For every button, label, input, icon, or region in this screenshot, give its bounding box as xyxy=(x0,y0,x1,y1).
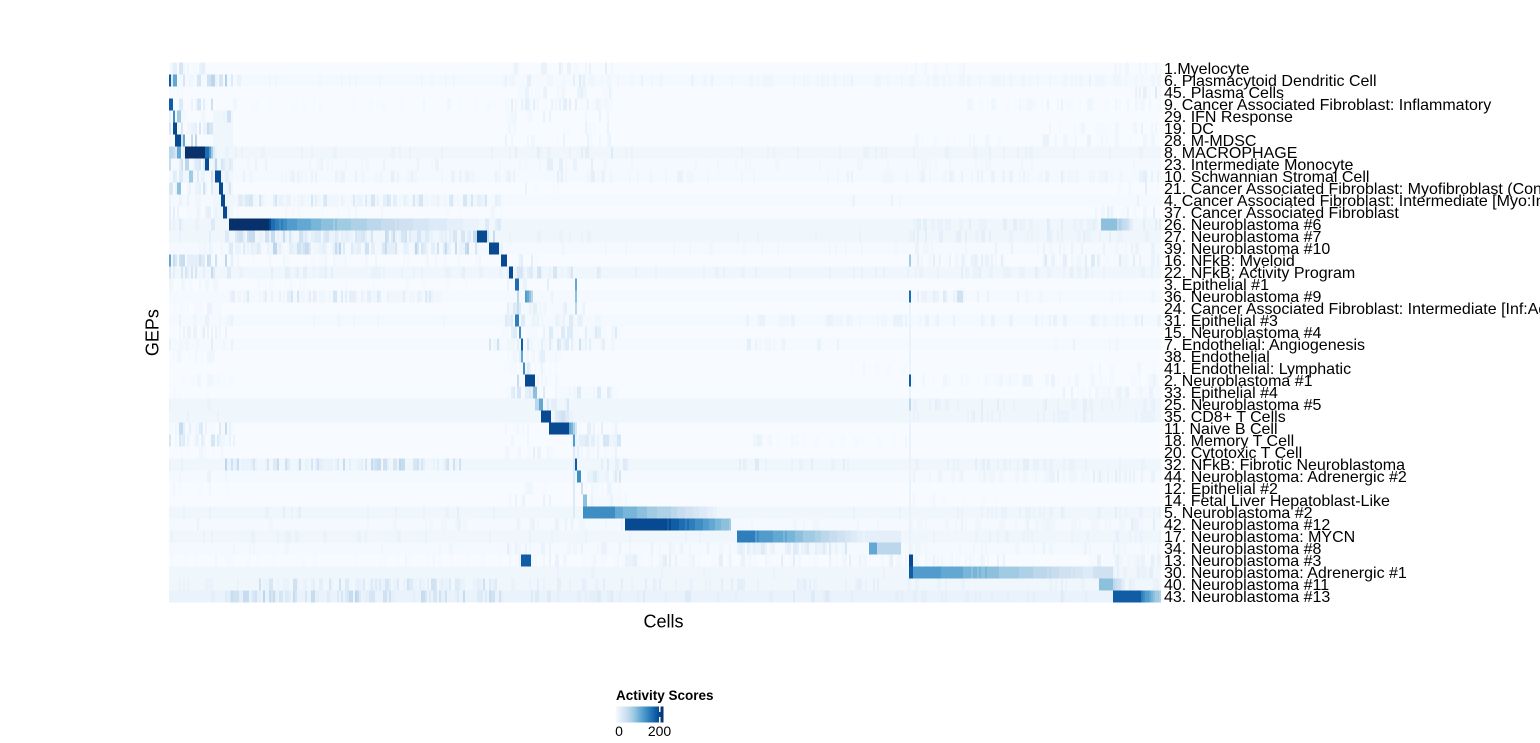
svg-text:4. Cancer Associated Fibroblas: 4. Cancer Associated Fibroblast: Interme… xyxy=(1164,193,1540,210)
svg-text:30. Neuroblastoma: Adrenergic: 30. Neuroblastoma: Adrenergic #1 xyxy=(1164,565,1407,582)
svg-text:22. NFkB: Activity Program: 22. NFkB: Activity Program xyxy=(1164,265,1355,282)
svg-text:27. Neuroblastoma #7: 27. Neuroblastoma #7 xyxy=(1164,229,1322,246)
svg-text:31. Epithelial #3: 31. Epithelial #3 xyxy=(1164,313,1278,330)
svg-text:23. Intermediate Monocyte: 23. Intermediate Monocyte xyxy=(1164,157,1354,174)
svg-text:11. Naive B Cell: 11. Naive B Cell xyxy=(1164,421,1278,438)
svg-text:5. Neuroblastoma #2: 5. Neuroblastoma #2 xyxy=(1164,505,1313,522)
svg-text:7. Endothelial: Angiogenesis: 7. Endothelial: Angiogenesis xyxy=(1164,337,1365,354)
svg-text:25. Neuroblastoma #5: 25. Neuroblastoma #5 xyxy=(1164,397,1322,414)
svg-text:20. Cytotoxic T Cell: 20. Cytotoxic T Cell xyxy=(1164,445,1302,462)
svg-text:42. Neuroblastoma #12: 42. Neuroblastoma #12 xyxy=(1164,517,1330,534)
svg-text:Activity Scores: Activity Scores xyxy=(616,688,714,703)
svg-text:15. Neuroblastoma #4: 15. Neuroblastoma #4 xyxy=(1164,325,1322,342)
svg-text:18. Memory T Cell: 18. Memory T Cell xyxy=(1164,433,1294,450)
svg-text:40. Neuroblastoma #11: 40. Neuroblastoma #11 xyxy=(1164,577,1329,594)
svg-text:33. Epithelial #4: 33. Epithelial #4 xyxy=(1164,385,1278,402)
svg-text:13. Neuroblastoma #3: 13. Neuroblastoma #3 xyxy=(1164,553,1322,570)
svg-text:200: 200 xyxy=(648,723,672,739)
svg-text:6. Plasmacytoid Dendritic Cell: 6. Plasmacytoid Dendritic Cell xyxy=(1164,73,1377,90)
svg-text:12. Epithelial #2: 12. Epithelial #2 xyxy=(1164,481,1278,498)
svg-text:28. M-MDSC: 28. M-MDSC xyxy=(1164,133,1256,150)
svg-text:24. Cancer Associated Fibrobla: 24. Cancer Associated Fibroblast: Interm… xyxy=(1164,301,1540,318)
svg-text:19. DC: 19. DC xyxy=(1164,121,1214,138)
svg-text:9. Cancer Associated Fibroblas: 9. Cancer Associated Fibroblast: Inflamm… xyxy=(1164,97,1491,114)
svg-text:45. Plasma Cells: 45. Plasma Cells xyxy=(1164,85,1284,102)
svg-text:16. NFkB: Myeloid: 16. NFkB: Myeloid xyxy=(1164,253,1295,270)
svg-text:0: 0 xyxy=(615,723,623,739)
svg-text:8. MACROPHAGE: 8. MACROPHAGE xyxy=(1164,145,1297,162)
svg-text:38. Endothelial: 38. Endothelial xyxy=(1164,349,1270,366)
svg-text:41. Endothelial: Lymphatic: 41. Endothelial: Lymphatic xyxy=(1164,361,1351,378)
svg-text:26. Neuroblastoma #6: 26. Neuroblastoma #6 xyxy=(1164,217,1322,234)
svg-text:GEPs: GEPs xyxy=(142,309,162,356)
svg-text:32. NFkB: Fibrotic Neuroblasto: 32. NFkB: Fibrotic Neuroblastoma xyxy=(1164,457,1405,474)
svg-text:29. IFN Response: 29. IFN Response xyxy=(1164,109,1293,126)
svg-text:36. Neuroblastoma #9: 36. Neuroblastoma #9 xyxy=(1164,289,1322,306)
svg-text:17. Neuroblastoma: MYCN: 17. Neuroblastoma: MYCN xyxy=(1164,529,1355,546)
svg-text:14. Fetal Liver Hepatoblast-Li: 14. Fetal Liver Hepatoblast-Like xyxy=(1164,493,1390,510)
svg-text:1.Myelocyte: 1.Myelocyte xyxy=(1164,61,1249,78)
svg-text:21. Cancer Associated Fibrobla: 21. Cancer Associated Fibroblast: Myofib… xyxy=(1164,181,1540,198)
svg-text:43. Neuroblastoma #13: 43. Neuroblastoma #13 xyxy=(1164,589,1330,606)
svg-text:Cells: Cells xyxy=(643,612,683,632)
svg-text:10. Schwannian Stromal Cell: 10. Schwannian Stromal Cell xyxy=(1164,169,1369,186)
svg-text:3. Epithelial #1: 3. Epithelial #1 xyxy=(1164,277,1269,294)
svg-text:44. Neuroblastoma: Adrenergic: 44. Neuroblastoma: Adrenergic #2 xyxy=(1164,469,1407,486)
svg-text:2. Neuroblastoma #1: 2. Neuroblastoma #1 xyxy=(1164,373,1313,390)
svg-text:39. Neuroblastoma #10: 39. Neuroblastoma #10 xyxy=(1164,241,1330,258)
svg-text:34. Neuroblastoma #8: 34. Neuroblastoma #8 xyxy=(1164,541,1322,558)
svg-text:35. CD8+ T Cells: 35. CD8+ T Cells xyxy=(1164,409,1286,426)
svg-text:37. Cancer Associated Fibrobla: 37. Cancer Associated Fibroblast xyxy=(1164,205,1399,222)
